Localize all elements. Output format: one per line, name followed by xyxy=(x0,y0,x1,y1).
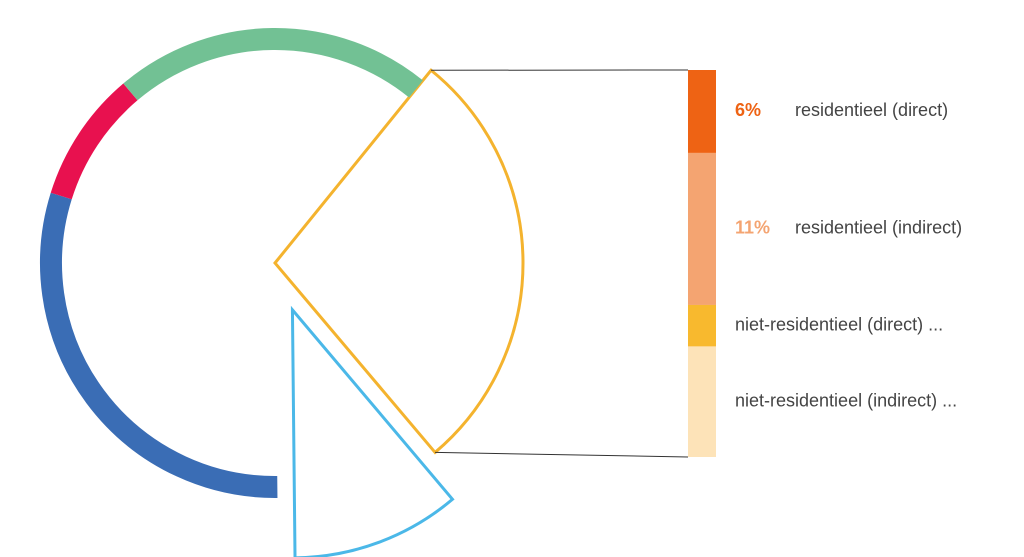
value-label: 11% xyxy=(735,218,770,238)
bar-segment xyxy=(688,152,716,305)
legend-label: residentieel (indirect) xyxy=(795,218,962,238)
pie-wedge xyxy=(273,68,525,455)
ring-segment xyxy=(50,83,138,200)
bar-segment xyxy=(688,304,716,347)
pie-wedge xyxy=(290,305,455,557)
legend-label: niet-residentieel (direct) ... xyxy=(735,314,943,334)
bar-segment xyxy=(688,346,716,457)
ring-segment xyxy=(123,28,423,101)
connector xyxy=(435,451,689,458)
bar-segment xyxy=(688,70,716,153)
value-label: 6% xyxy=(735,100,761,120)
legend-label: niet-residentieel (indirect) ... xyxy=(735,390,957,410)
ring-segment xyxy=(40,192,278,498)
legend-label: residentieel (direct) xyxy=(795,100,948,120)
